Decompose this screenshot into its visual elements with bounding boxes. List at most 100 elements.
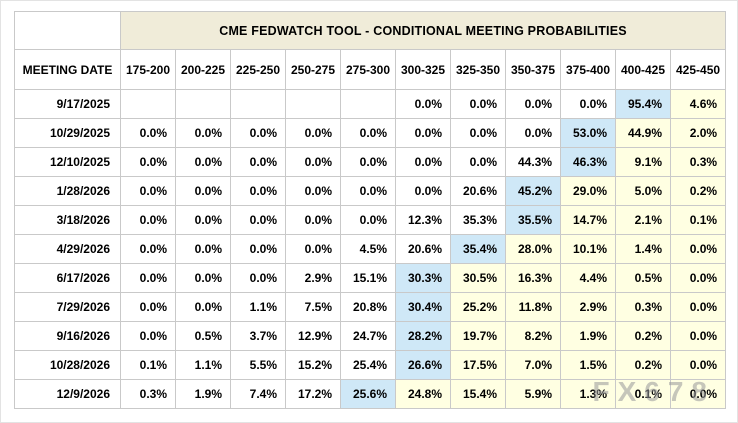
probability-cell: 12.9% bbox=[285, 321, 341, 351]
meeting-date-cell: 10/29/2025 bbox=[14, 118, 121, 148]
probability-cell: 14.7% bbox=[560, 205, 616, 235]
probability-cell: 5.5% bbox=[230, 350, 286, 380]
probability-cell: 0.0% bbox=[505, 118, 561, 148]
probability-cell: 0.0% bbox=[340, 205, 396, 235]
probability-cell: 2.1% bbox=[615, 205, 671, 235]
probability-cell: 25.4% bbox=[340, 350, 396, 380]
rate-range-header: 400-425 bbox=[615, 49, 671, 90]
probability-cell: 0.0% bbox=[120, 321, 176, 351]
probability-cell: 0.0% bbox=[285, 205, 341, 235]
rate-range-header: 250-275 bbox=[285, 49, 341, 90]
probability-cell: 0.0% bbox=[340, 118, 396, 148]
rate-range-header: 300-325 bbox=[395, 49, 451, 90]
probability-cell: 0.0% bbox=[175, 147, 231, 177]
rate-range-header: 275-300 bbox=[340, 49, 396, 90]
probability-cell: 20.6% bbox=[395, 234, 451, 264]
probability-cell: 0.0% bbox=[450, 147, 506, 177]
probability-cell: 0.0% bbox=[450, 89, 506, 119]
probability-cell: 0.0% bbox=[120, 176, 176, 206]
probability-cell: 12.3% bbox=[395, 205, 451, 235]
probability-cell: 0.3% bbox=[120, 379, 176, 409]
probability-cell: 28.2% bbox=[395, 321, 451, 351]
probability-cell: 24.8% bbox=[395, 379, 451, 409]
rate-range-header: 225-250 bbox=[230, 49, 286, 90]
probability-cell: 0.0% bbox=[120, 263, 176, 293]
probability-cell: 46.3% bbox=[560, 147, 616, 177]
table-row: 6/17/2026 0.0% 0.0% 0.0% 2.9% 15.1% 30.3% 30.5%… bbox=[14, 263, 727, 293]
probability-cell: 7.5% bbox=[285, 292, 341, 322]
probability-cell: 1.5% bbox=[560, 350, 616, 380]
probability-cell: 0.0% bbox=[175, 263, 231, 293]
probability-cell: 8.2% bbox=[505, 321, 561, 351]
probability-cell: 20.8% bbox=[340, 292, 396, 322]
probability-cell: 15.2% bbox=[285, 350, 341, 380]
meeting-date-header: MEETING DATE bbox=[14, 49, 121, 90]
probability-cell: 0.0% bbox=[395, 176, 451, 206]
probability-cell: 4.4% bbox=[560, 263, 616, 293]
probability-cell: 95.4% bbox=[615, 89, 671, 119]
probability-cell: 17.2% bbox=[285, 379, 341, 409]
meeting-date-cell: 9/17/2025 bbox=[14, 89, 121, 119]
table-row: 10/29/2025 0.0% 0.0% 0.0% 0.0% 0.0% 0.0% 0.0% 0.… bbox=[14, 118, 727, 148]
probability-cell: 17.5% bbox=[450, 350, 506, 380]
probability-cell: 0.0% bbox=[669, 234, 727, 264]
probability-cell: 4.5% bbox=[340, 234, 396, 264]
probability-cell bbox=[230, 89, 286, 119]
probability-cell: 53.0% bbox=[560, 118, 616, 148]
probability-cell: 0.0% bbox=[450, 118, 506, 148]
column-header-row: MEETING DATE 175-200 200-225 225-250 250-27… bbox=[14, 49, 727, 90]
probability-cell: 0.5% bbox=[175, 321, 231, 351]
probability-cell: 1.3% bbox=[560, 379, 616, 409]
probability-cell: 0.0% bbox=[120, 118, 176, 148]
probability-cell: 0.0% bbox=[669, 292, 727, 322]
probability-cell: 0.0% bbox=[230, 234, 286, 264]
table-title: CME FEDWATCH TOOL - CONDITIONAL MEETING … bbox=[119, 11, 727, 50]
probability-cell: 9.1% bbox=[615, 147, 671, 177]
probability-cell: 0.2% bbox=[669, 176, 727, 206]
probability-cell: 3.7% bbox=[230, 321, 286, 351]
probability-cell: 0.0% bbox=[230, 263, 286, 293]
probability-cell: 0.0% bbox=[230, 205, 286, 235]
probability-cell: 7.4% bbox=[230, 379, 286, 409]
probability-cell: 0.0% bbox=[120, 205, 176, 235]
probability-cell: 35.5% bbox=[505, 205, 561, 235]
probability-cell: 30.4% bbox=[395, 292, 451, 322]
probability-cell: 0.0% bbox=[120, 147, 176, 177]
probability-cell: 2.9% bbox=[560, 292, 616, 322]
probability-cell: 0.0% bbox=[285, 176, 341, 206]
table-row: 12/10/2025 0.0% 0.0% 0.0% 0.0% 0.0% 0.0% 0.0% 44… bbox=[14, 147, 727, 177]
probability-cell: 44.3% bbox=[505, 147, 561, 177]
probability-cell: 5.9% bbox=[505, 379, 561, 409]
probability-cell: 0.0% bbox=[505, 89, 561, 119]
table-row: 10/28/2026 0.1% 1.1% 5.5% 15.2% 25.4% 26.6% 17.… bbox=[14, 350, 727, 380]
probability-cell: 25.2% bbox=[450, 292, 506, 322]
meeting-date-cell: 7/29/2026 bbox=[14, 292, 121, 322]
probability-cell: 0.0% bbox=[395, 147, 451, 177]
probability-cell bbox=[175, 89, 231, 119]
probability-cell: 0.0% bbox=[230, 176, 286, 206]
meeting-date-cell: 12/10/2025 bbox=[14, 147, 121, 177]
probability-cell: 0.0% bbox=[669, 350, 727, 380]
probability-cell: 0.0% bbox=[175, 205, 231, 235]
probability-cell bbox=[120, 89, 176, 119]
probability-cell: 0.2% bbox=[615, 350, 671, 380]
meeting-date-cell: 1/28/2026 bbox=[14, 176, 121, 206]
rate-range-header: 175-200 bbox=[120, 49, 176, 90]
probability-cell: 0.0% bbox=[560, 89, 616, 119]
probability-cell: 0.1% bbox=[120, 350, 176, 380]
table-row: 9/16/2026 0.0% 0.5% 3.7% 12.9% 24.7% 28.2% 19.7… bbox=[14, 321, 727, 351]
probability-cell: 0.0% bbox=[395, 118, 451, 148]
probability-cell: 0.0% bbox=[285, 118, 341, 148]
probability-cell: 0.0% bbox=[669, 263, 727, 293]
probability-cell: 15.1% bbox=[340, 263, 396, 293]
rate-range-header: 350-375 bbox=[505, 49, 561, 90]
probability-cell: 0.1% bbox=[669, 205, 727, 235]
rate-range-header: 425-450 bbox=[669, 49, 727, 90]
title-row: CME FEDWATCH TOOL - CONDITIONAL MEETING … bbox=[14, 11, 727, 50]
probability-cell: 1.1% bbox=[230, 292, 286, 322]
probability-cell: 35.4% bbox=[450, 234, 506, 264]
probability-cell: 0.0% bbox=[175, 234, 231, 264]
probability-cell: 30.5% bbox=[450, 263, 506, 293]
probability-cell: 29.0% bbox=[560, 176, 616, 206]
